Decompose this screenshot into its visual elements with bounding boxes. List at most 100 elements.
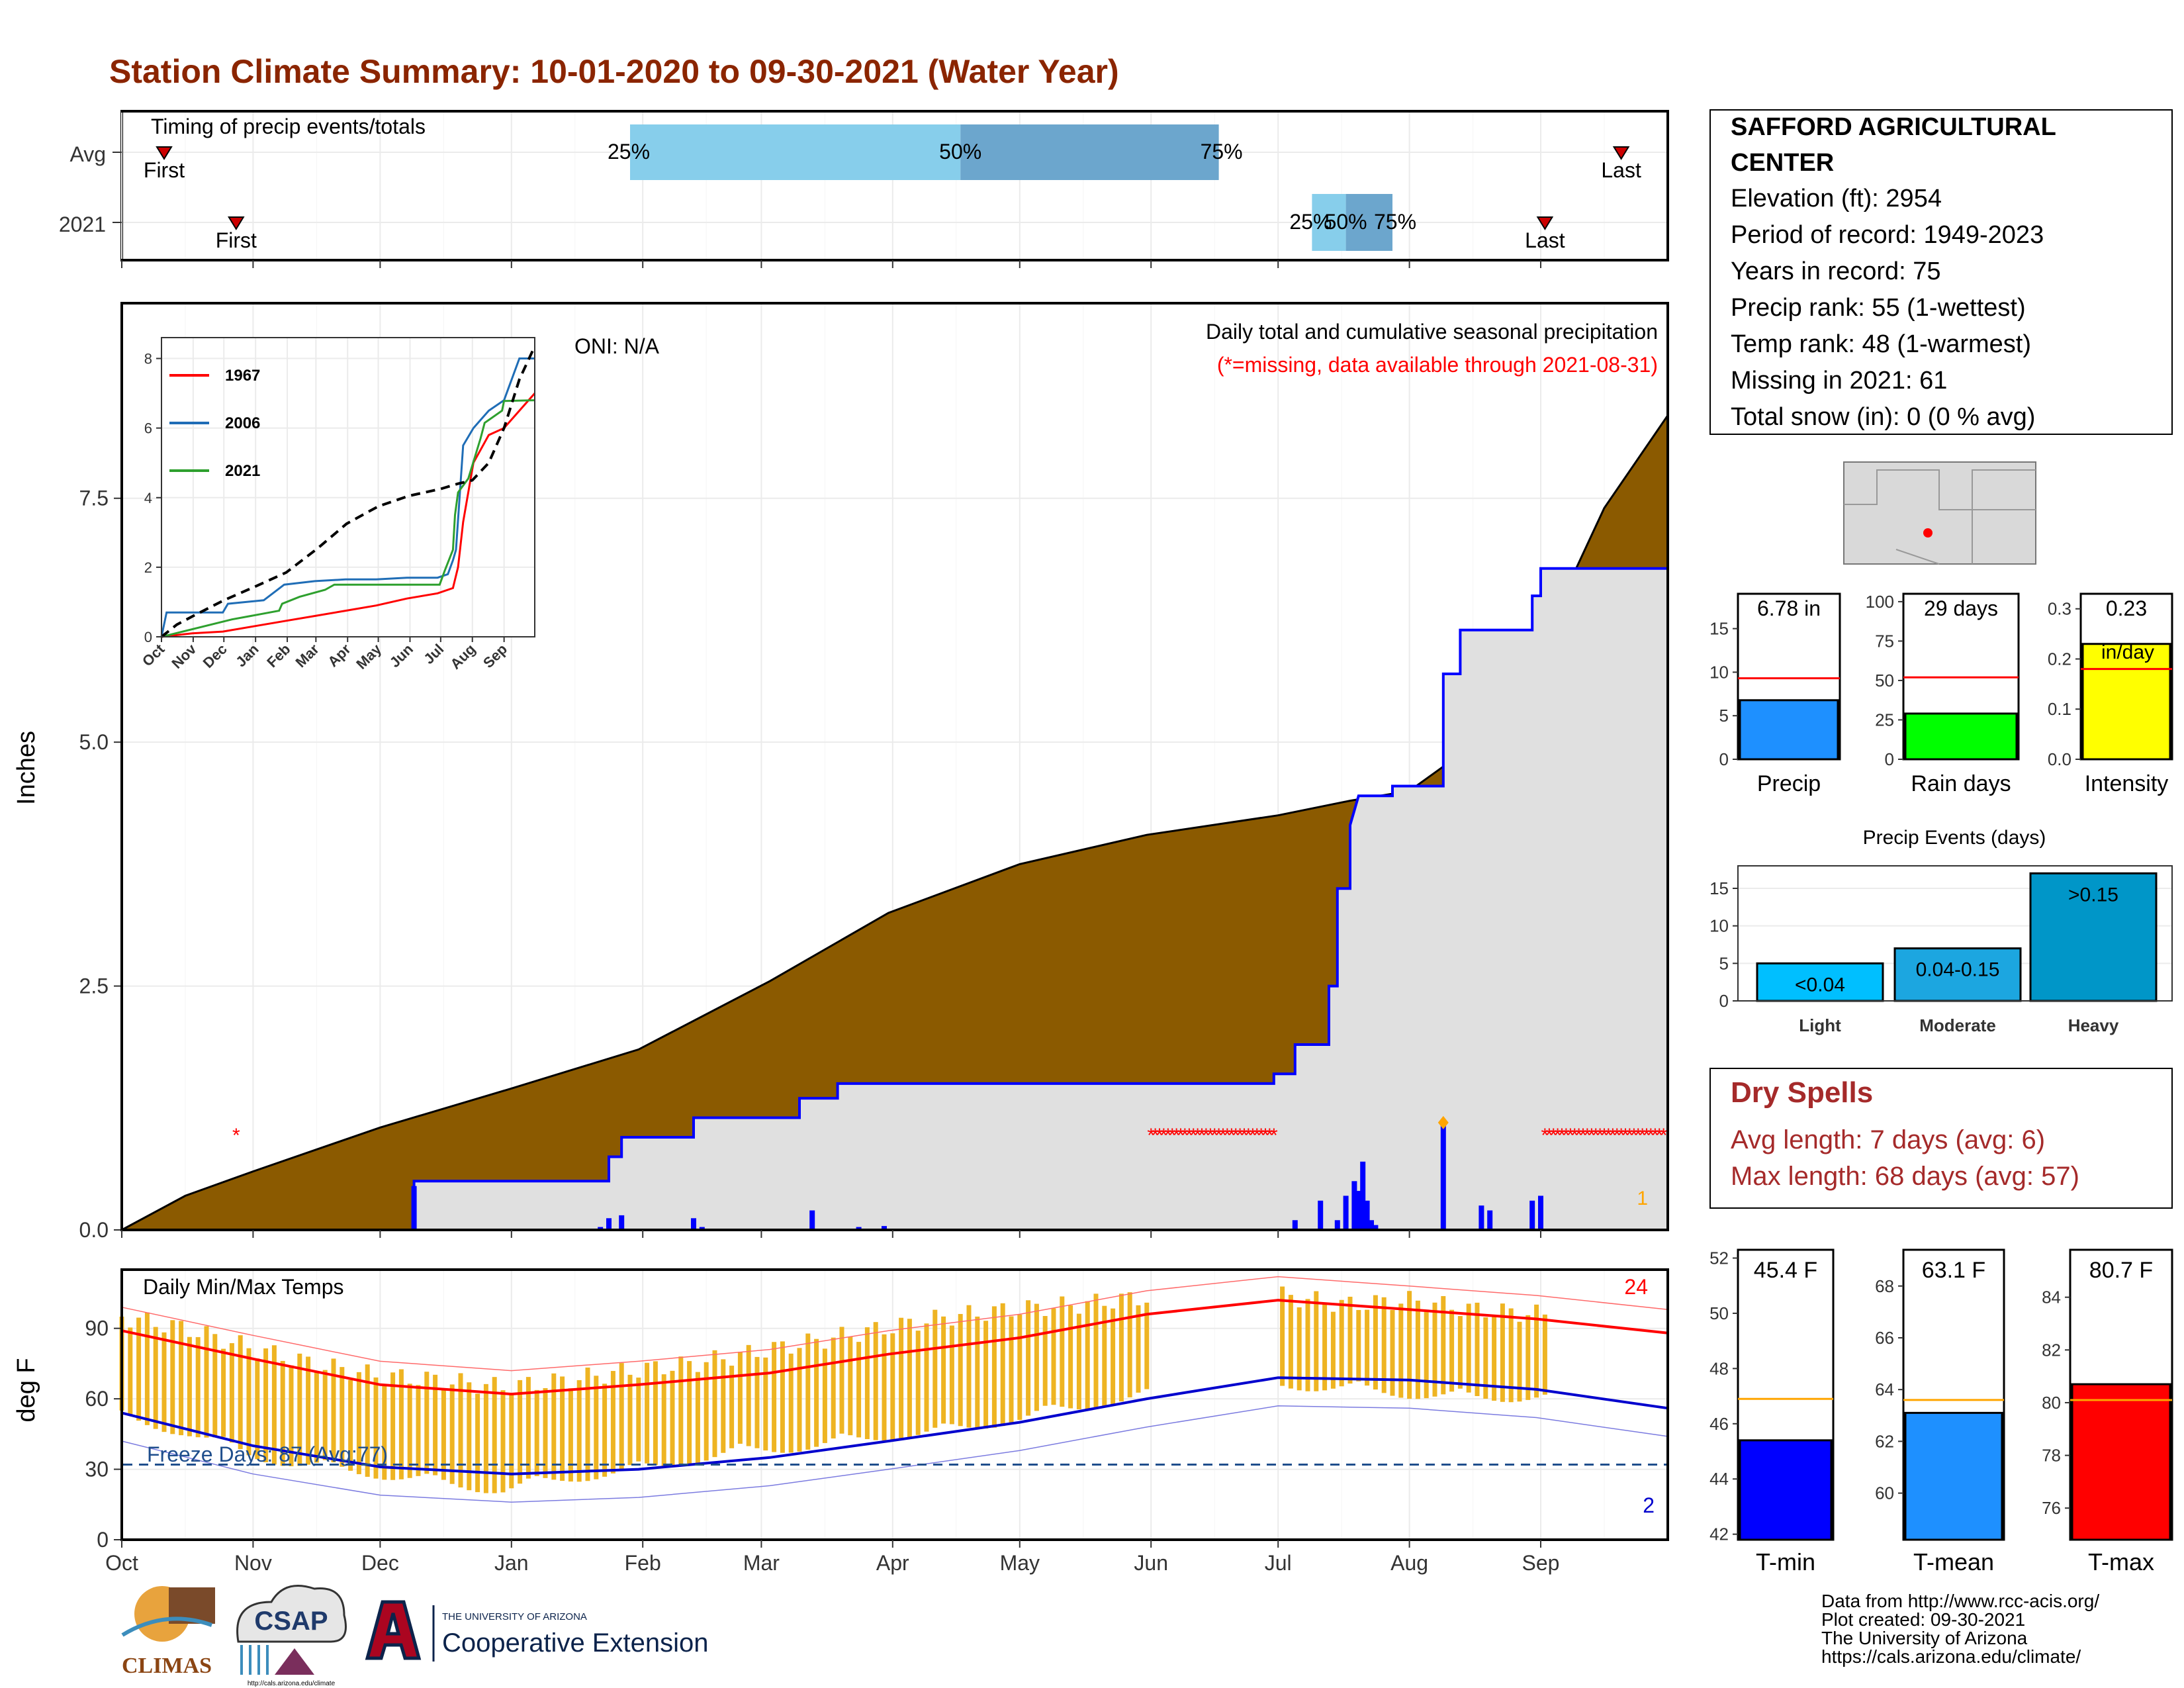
daily-temp-bar [424, 1372, 430, 1474]
daily-temp-bar [1466, 1303, 1471, 1393]
daily-temp-bar [1118, 1293, 1124, 1402]
missing-marker: * [1600, 1125, 1608, 1147]
inset-y-tick-label: 2 [144, 559, 152, 576]
daily-precip-bar [619, 1215, 625, 1230]
temp-lines [121, 1276, 1668, 1503]
daily-temp-bar [1457, 1316, 1463, 1389]
summary-y-tick-label: 15 [1709, 619, 1729, 639]
daily-temp-bar [187, 1336, 192, 1436]
daily-temp-bar [737, 1352, 743, 1444]
events-title: Precip Events (days) [1863, 827, 2046, 849]
missing-marker: * [1185, 1125, 1193, 1147]
daily-precip-bar [856, 1227, 862, 1230]
daily-temp-bar [331, 1358, 336, 1463]
daily-temp-bar [636, 1378, 641, 1462]
event-category-label: Light [1799, 1015, 1841, 1035]
timing-last-marker-icon [1536, 216, 1554, 230]
daily-temp-bar [585, 1367, 590, 1481]
daily-temp-bar [610, 1371, 615, 1474]
precip-subtitle: (*=missing, data available through 2021-… [1217, 353, 1658, 377]
daily-precip-bar [882, 1226, 887, 1230]
summary-value-label: 6.78 in [1757, 596, 1821, 620]
daily-temp-bar [161, 1332, 167, 1432]
daily-temp-bar [297, 1353, 302, 1466]
dry-spells-box: Dry Spells Avg length: 7 days (avg: 6) M… [1709, 1068, 2173, 1209]
daily-temp-bar [687, 1361, 692, 1466]
missing-marker: * [1181, 1125, 1189, 1147]
missing-marker: * [1160, 1125, 1168, 1147]
daily-temp-bar [661, 1374, 666, 1467]
daily-temp-bar [407, 1383, 412, 1478]
temp-frame [120, 1268, 1669, 1541]
timing-first-label: First [144, 158, 185, 182]
daily-temp-bar [246, 1348, 251, 1456]
timing-bar-25-50 [630, 124, 961, 180]
daily-temp-bar [1068, 1305, 1073, 1409]
daily-temp-bar [212, 1334, 218, 1438]
daily-temp-bar [653, 1361, 658, 1466]
precip-events-chart: Precip Events (days) 0 5 10 15 <0.04 Light 0.04… [1709, 827, 2173, 1035]
month-label: Jan [494, 1551, 529, 1575]
daily-temp-bar [1441, 1295, 1446, 1395]
daily-temp-bar [1347, 1296, 1353, 1384]
missing-marker: * [1245, 1125, 1253, 1147]
daily-temp-bar [475, 1393, 480, 1493]
max-day-marker-icon [1437, 1115, 1449, 1129]
daily-temp-bar [1517, 1321, 1522, 1402]
timing-row-avg: Avg [69, 142, 106, 166]
missing-marker: * [1579, 1125, 1587, 1147]
temp-panel: deg F 0 30 60 90 Daily Min/Max Temps 24 2 F… [13, 1230, 1669, 1575]
event-category-label: Heavy [2068, 1015, 2119, 1035]
month-label: Dec [361, 1551, 399, 1575]
daily-temp-bar [382, 1384, 387, 1480]
daily-temp-bar [1144, 1302, 1150, 1389]
timing-p50-label: 50% [1325, 210, 1367, 234]
event-category-label: Moderate [1919, 1015, 1996, 1035]
daily-temp-bar [322, 1370, 328, 1460]
daily-temp-bar [509, 1394, 514, 1489]
inset-frame [161, 337, 535, 637]
daily-temp-bar [551, 1373, 557, 1480]
daily-temp-bar [1500, 1303, 1505, 1402]
missing-marker: * [1647, 1125, 1655, 1147]
missing-marker: * [1626, 1125, 1634, 1147]
missing-marker: * [1549, 1125, 1557, 1147]
footer-line: The University of Arizona [1821, 1628, 2028, 1648]
missing-marker: * [1203, 1125, 1210, 1147]
missing-marker: * [1558, 1125, 1566, 1147]
temp-summary-bar-1 [1904, 1411, 2003, 1541]
missing-marker: * [1266, 1125, 1274, 1147]
events-y-tick-label: 0 [1719, 991, 1729, 1011]
missing-marker: * [1215, 1125, 1223, 1147]
daily-temp-bar [543, 1388, 548, 1478]
daily-precip-bar [691, 1218, 696, 1230]
daily-temp-bar [1034, 1303, 1039, 1411]
record-low-count: 2 [1643, 1493, 1655, 1517]
missing-marker: * [1592, 1125, 1600, 1147]
summary-y-tick-label: 0.2 [2048, 649, 2071, 669]
ua-logo: THE UNIVERSITY OF ARIZONA Cooperative Ex… [365, 1600, 708, 1662]
daily-precip-bar [1292, 1220, 1298, 1230]
page-title: Station Climate Summary: 10-01-2020 to 0… [109, 53, 1119, 90]
temp-summary-y-tick-label: 68 [1875, 1276, 1894, 1296]
daily-temp-bar [619, 1363, 624, 1470]
station-line: Elevation (ft): 2954 [1731, 185, 1942, 212]
precip-y-tick-label: 5.0 [79, 730, 109, 754]
inset-y-tick-label: 4 [144, 490, 152, 506]
timing-label: Timing of precip events/totals [151, 115, 426, 138]
precip-ylabel: Inches [13, 731, 40, 805]
daily-temp-bar [712, 1350, 717, 1458]
daily-temp-bar [864, 1327, 870, 1439]
daily-temp-bar [941, 1316, 946, 1424]
missing-marker: * [1660, 1125, 1668, 1147]
daily-temp-bar [449, 1384, 455, 1484]
daily-temp-bar [1085, 1301, 1090, 1410]
station-location-marker [1923, 528, 1933, 538]
daily-temp-bar [780, 1341, 785, 1453]
daily-temp-bar [814, 1338, 819, 1447]
temp-summary-category-label: T-min [1756, 1548, 1815, 1575]
missing-marker: * [1198, 1125, 1206, 1147]
timing-p25-label: 25% [608, 140, 650, 164]
missing-marker: * [1219, 1125, 1227, 1147]
climas-logo: CLIMAS [121, 1586, 215, 1678]
